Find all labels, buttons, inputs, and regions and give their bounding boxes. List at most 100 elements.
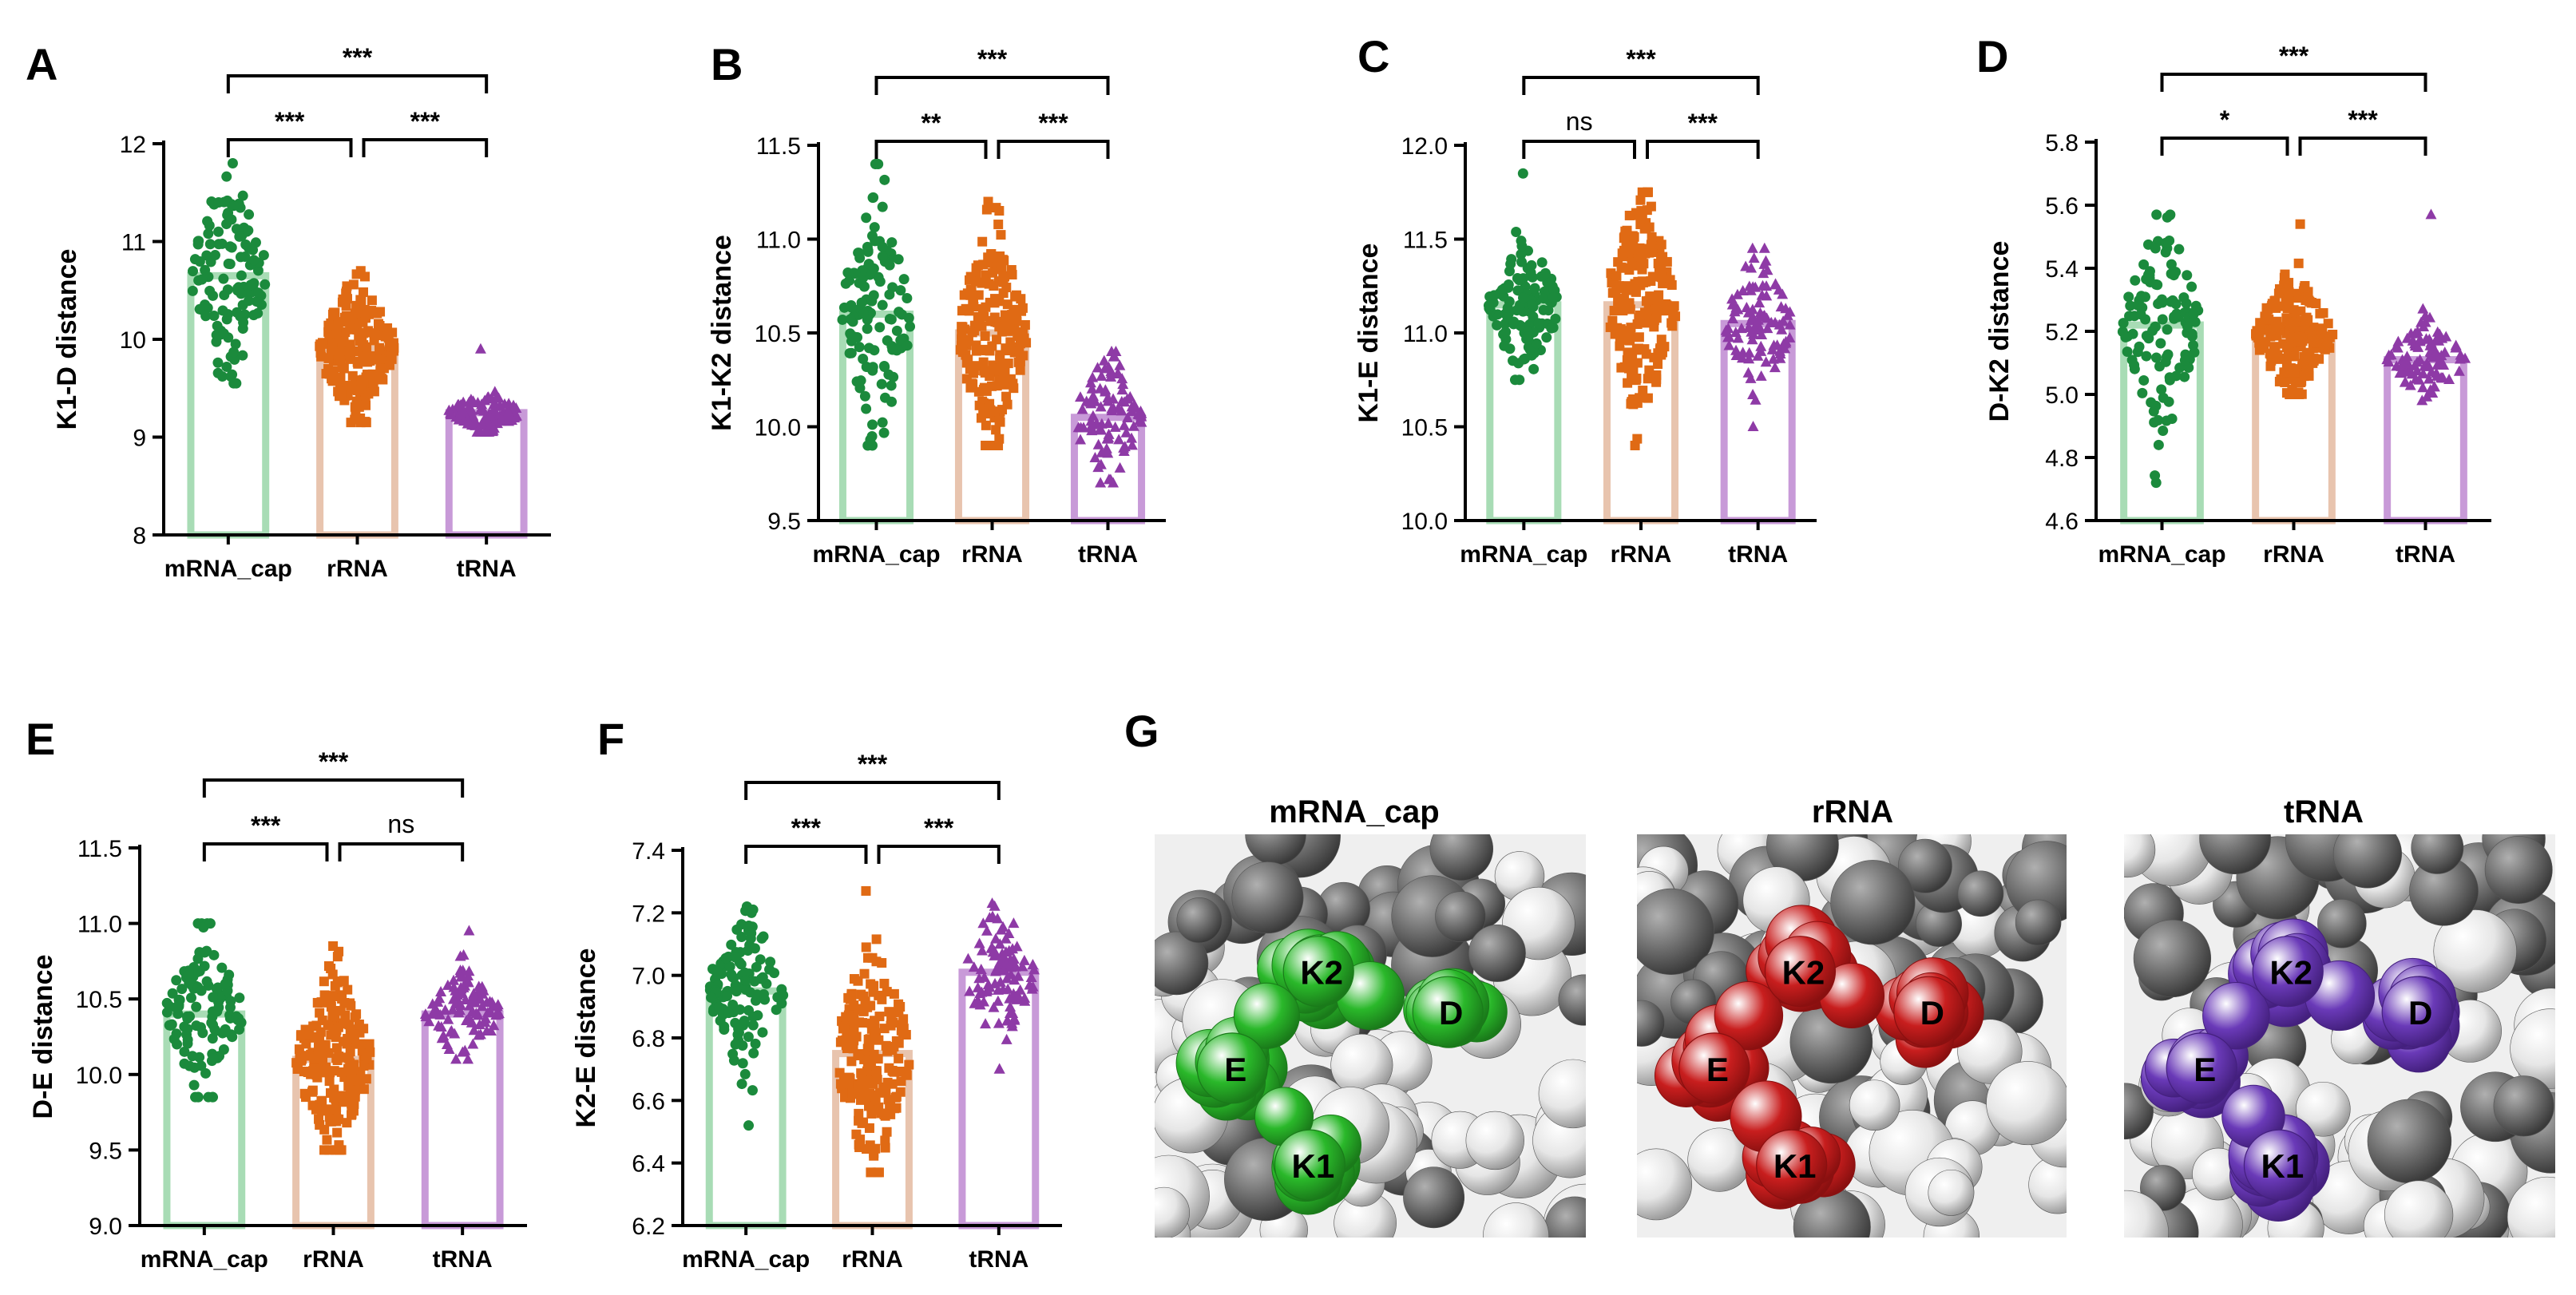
significance-bracket bbox=[874, 140, 988, 159]
data-point bbox=[739, 975, 751, 986]
data-point bbox=[881, 1087, 891, 1098]
data-point bbox=[1512, 285, 1524, 296]
data-point bbox=[984, 912, 996, 923]
significance-bracket bbox=[2160, 73, 2427, 92]
data-point bbox=[971, 276, 981, 287]
data-point bbox=[1628, 366, 1639, 376]
data-point bbox=[2408, 359, 2420, 370]
data-point bbox=[981, 204, 992, 215]
panel-letter-B: B bbox=[711, 39, 743, 89]
data-point bbox=[877, 251, 888, 262]
y-tick-label: 10 bbox=[120, 327, 146, 354]
data-point bbox=[1737, 284, 1749, 295]
data-point bbox=[870, 1143, 881, 1154]
data-point bbox=[1643, 393, 1653, 403]
data-point bbox=[2431, 370, 2443, 381]
data-point bbox=[491, 1000, 503, 1012]
significance-label: *** bbox=[1688, 109, 1718, 137]
data-point bbox=[969, 302, 979, 312]
data-point bbox=[2303, 287, 2313, 297]
data-point bbox=[1726, 299, 1738, 310]
data-point bbox=[1637, 276, 1647, 287]
data-point bbox=[375, 307, 386, 317]
x-tick-label: tRNA bbox=[969, 1246, 1028, 1273]
data-point bbox=[317, 1106, 327, 1116]
data-point bbox=[879, 978, 890, 988]
data-point bbox=[849, 331, 860, 343]
data-point bbox=[854, 342, 865, 353]
data-point bbox=[319, 976, 329, 987]
data-point bbox=[880, 1143, 890, 1153]
data-point bbox=[228, 347, 240, 358]
data-point bbox=[1611, 271, 1622, 281]
data-point bbox=[1743, 347, 1755, 358]
data-point bbox=[989, 406, 1000, 417]
data-point bbox=[1774, 347, 1786, 358]
data-point bbox=[882, 1077, 893, 1087]
data-point bbox=[990, 933, 1002, 944]
data-point bbox=[874, 276, 886, 287]
data-point bbox=[473, 1009, 485, 1020]
x-tick-label: mRNA_cap bbox=[2098, 541, 2225, 568]
points-D-tRNA bbox=[2381, 208, 2471, 406]
data-point bbox=[191, 1020, 202, 1032]
data-point bbox=[849, 974, 859, 984]
data-point bbox=[2425, 208, 2437, 220]
x-tick-label: rRNA bbox=[327, 556, 388, 582]
data-point bbox=[455, 398, 467, 410]
data-point bbox=[1109, 421, 1121, 432]
data-point bbox=[969, 997, 981, 1008]
data-point bbox=[1647, 244, 1658, 255]
data-point bbox=[386, 351, 396, 362]
data-point bbox=[467, 395, 479, 406]
data-point bbox=[887, 344, 898, 355]
data-point bbox=[743, 1032, 754, 1043]
data-point bbox=[329, 366, 339, 376]
data-point bbox=[1092, 362, 1104, 373]
data-point bbox=[2151, 209, 2162, 220]
data-point bbox=[719, 1021, 730, 1032]
data-point bbox=[435, 985, 447, 996]
data-point bbox=[224, 969, 235, 980]
significance-label: ** bbox=[921, 109, 941, 137]
data-point bbox=[1635, 243, 1645, 253]
data-point bbox=[1002, 399, 1013, 410]
data-point bbox=[1754, 323, 1766, 334]
data-point bbox=[213, 226, 224, 237]
data-point bbox=[1646, 201, 1656, 212]
significance-label: *** bbox=[275, 107, 305, 136]
data-point bbox=[1074, 391, 1086, 402]
data-point bbox=[326, 963, 336, 973]
data-point bbox=[335, 348, 345, 358]
data-point bbox=[1516, 256, 1528, 267]
residue-label-K1: K1 bbox=[1773, 1147, 1817, 1185]
significance-bracket bbox=[202, 778, 465, 798]
data-point bbox=[235, 251, 246, 263]
data-point bbox=[723, 1008, 735, 1019]
data-point bbox=[1508, 316, 1520, 327]
data-point bbox=[191, 1001, 202, 1012]
data-point bbox=[1014, 346, 1024, 356]
data-point bbox=[2453, 365, 2465, 376]
data-point bbox=[248, 255, 260, 266]
data-point bbox=[2130, 275, 2141, 286]
data-point bbox=[2293, 258, 2304, 268]
data-point bbox=[2138, 374, 2150, 386]
data-point bbox=[1118, 419, 1130, 430]
data-point bbox=[893, 254, 904, 265]
data-point bbox=[1011, 290, 1021, 300]
data-point bbox=[350, 1012, 360, 1023]
data-point bbox=[995, 417, 1005, 427]
data-point bbox=[870, 1028, 881, 1038]
data-point bbox=[502, 406, 514, 418]
significance-label: *** bbox=[858, 750, 888, 778]
data-point bbox=[455, 406, 467, 418]
data-point bbox=[1620, 226, 1631, 236]
points-E-mRNA_cap bbox=[161, 918, 247, 1103]
significance-label: *** bbox=[2348, 105, 2378, 134]
data-point bbox=[1087, 410, 1099, 421]
data-point bbox=[1617, 303, 1627, 313]
data-point bbox=[442, 979, 454, 990]
data-point bbox=[304, 1029, 315, 1040]
y-tick-label: 5.2 bbox=[2045, 319, 2079, 346]
